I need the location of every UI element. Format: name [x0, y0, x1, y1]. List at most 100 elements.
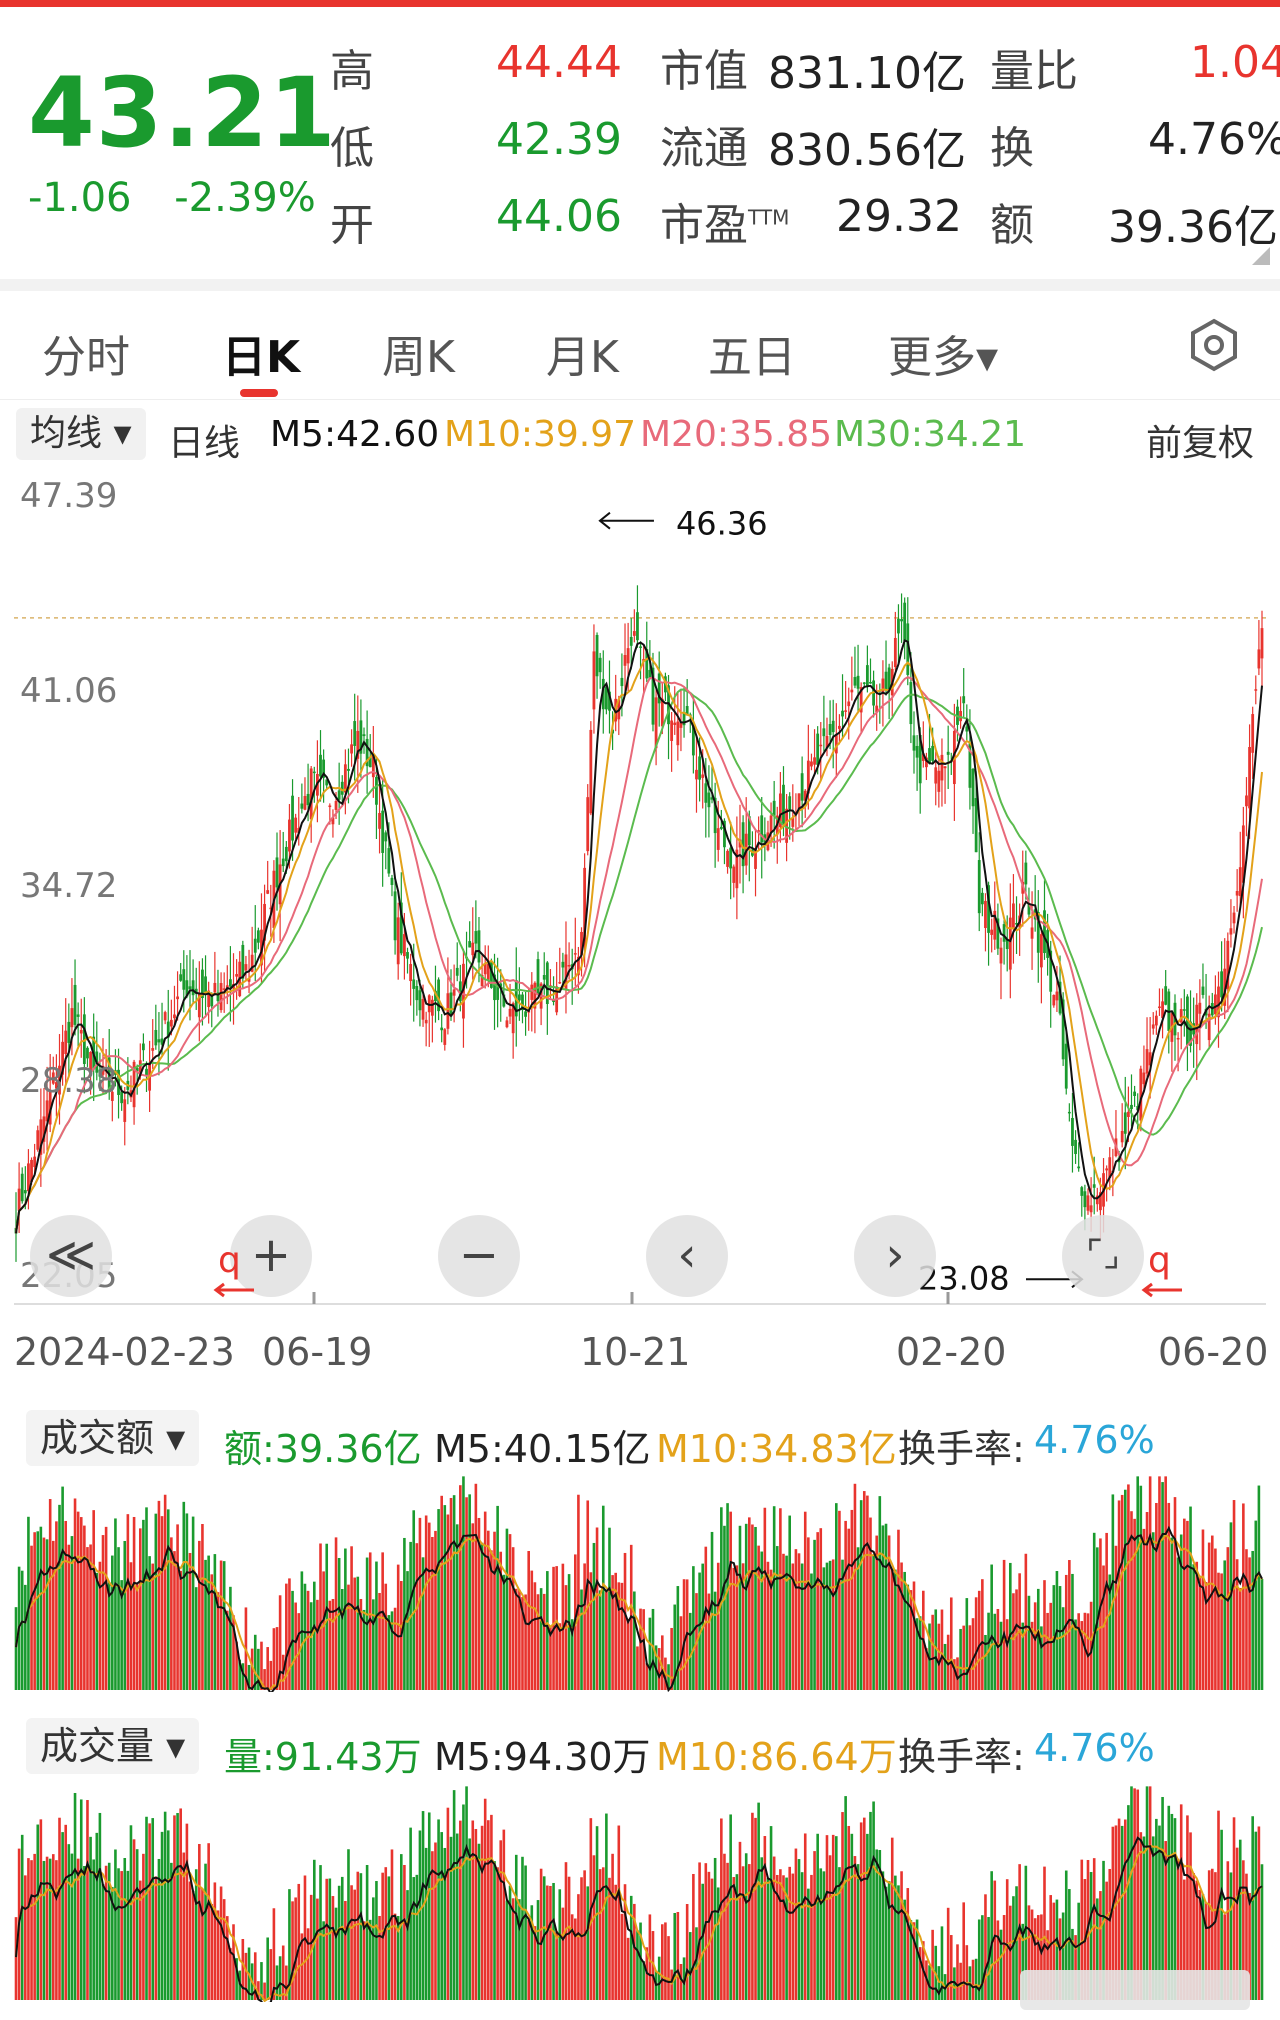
- turnover-value: 4.76%: [1148, 114, 1280, 165]
- volume-bar: [1009, 1905, 1012, 2000]
- candle-body: [188, 986, 192, 990]
- fullscreen-button[interactable]: ⌜⌟: [1062, 1215, 1144, 1297]
- candle-body: [145, 1068, 148, 1076]
- candle-body: [564, 954, 568, 991]
- tab-weekly-k[interactable]: 周K: [382, 332, 455, 383]
- amount-bar: [533, 1582, 537, 1690]
- amount-indicator-dropdown[interactable]: 成交额 ▾: [26, 1410, 200, 1466]
- candle-body: [999, 947, 1003, 964]
- volume-bar: [803, 1833, 807, 2000]
- volume-bar: [772, 1856, 776, 2000]
- tab-more[interactable]: 更多▾: [888, 332, 999, 383]
- candle-body: [533, 982, 537, 1009]
- settings-icon[interactable]: [1186, 317, 1242, 373]
- volume-bar: [123, 1858, 127, 2000]
- amount-bar: [24, 1584, 27, 1690]
- amount-bar: [434, 1530, 437, 1690]
- tab-intraday[interactable]: 分时: [42, 332, 130, 383]
- candle-body: [648, 669, 652, 680]
- next-button[interactable]: ›: [854, 1215, 936, 1297]
- volume-bar: [794, 1848, 798, 2000]
- tab-monthly-k[interactable]: 月K: [546, 332, 619, 383]
- candle-body: [303, 795, 307, 810]
- candle-body: [813, 757, 816, 765]
- amount-bar: [713, 1591, 717, 1690]
- volume-bar: [1176, 1858, 1180, 2000]
- candle-body: [1039, 934, 1043, 968]
- ma-selector-dropdown[interactable]: 均线 ▾: [16, 408, 146, 460]
- candle-body: [390, 877, 394, 885]
- amount-bar: [807, 1537, 810, 1690]
- zoom-out-button[interactable]: −: [438, 1215, 520, 1297]
- candle-body: [834, 734, 838, 754]
- volume-bar: [14, 1917, 18, 2000]
- amount-bar: [1120, 1494, 1124, 1690]
- zoom-in-button[interactable]: +: [230, 1215, 312, 1297]
- q-left-marker: q: [218, 1240, 241, 1281]
- candle-body: [915, 745, 919, 758]
- volume-bar: [1183, 1879, 1186, 2000]
- tab-five-day[interactable]: 五日: [708, 332, 796, 383]
- candle-body: [263, 903, 266, 941]
- volume-bar: [514, 1854, 518, 2000]
- price-adjust-toggle[interactable]: 前复权: [1146, 423, 1255, 464]
- volume-bar: [427, 1812, 431, 2000]
- candle-body: [1207, 1013, 1211, 1041]
- amount-bar: [760, 1551, 764, 1690]
- candle-body: [291, 795, 294, 841]
- candle-body: [583, 867, 587, 945]
- volume-bar: [1049, 1895, 1053, 2000]
- volume-bar: [866, 1833, 869, 2000]
- candle-body: [48, 1090, 52, 1125]
- volume-bar: [396, 1916, 400, 2000]
- volume-bar: [1251, 1816, 1254, 2000]
- rewind-button[interactable]: ≪: [30, 1215, 112, 1297]
- volume-bar: [667, 1936, 670, 2000]
- amount-bar: [598, 1590, 602, 1690]
- volume-bar: [67, 1844, 71, 2000]
- volume-bar: [813, 1851, 816, 2000]
- amount-bar: [151, 1563, 155, 1690]
- candle-body: [256, 930, 260, 943]
- ma20-line: [15, 676, 1263, 1234]
- ma20-value: M20:35.85: [640, 414, 833, 455]
- volume-bar: [598, 1869, 602, 2000]
- candle-body: [1002, 924, 1006, 942]
- candle-body: [322, 759, 326, 778]
- volume-bar: [263, 1982, 266, 2000]
- volume-bar: [486, 1820, 490, 2000]
- change-amount: -1.06: [28, 175, 132, 221]
- amount-bar: [328, 1600, 332, 1690]
- amount-bar: [1015, 1589, 1018, 1690]
- tab-daily-k[interactable]: 日K: [222, 332, 301, 383]
- volume-indicator-dropdown[interactable]: 成交量 ▾: [26, 1718, 200, 1774]
- volume-bar: [623, 1884, 627, 2000]
- candle-body: [356, 730, 360, 759]
- volume-bar: [1027, 1905, 1031, 2000]
- candle-body: [511, 1003, 515, 1034]
- candle-body: [39, 1119, 43, 1155]
- volume-bar: [157, 1858, 161, 2000]
- prev-button[interactable]: ‹: [646, 1215, 728, 1297]
- candle-body: [909, 682, 913, 725]
- m5-line: [15, 1836, 1263, 2002]
- amount-bar: [1077, 1613, 1080, 1690]
- candle-body: [244, 964, 248, 971]
- candle-body: [893, 637, 897, 668]
- candle-body: [856, 675, 860, 689]
- candle-body: [788, 796, 792, 810]
- amount-bar: [564, 1585, 568, 1690]
- candle-body: [1248, 747, 1251, 809]
- volume-bar: [1114, 1825, 1118, 2000]
- expand-corner-icon[interactable]: [1252, 247, 1270, 265]
- candle-body: [399, 902, 403, 954]
- candle-body: [1049, 950, 1053, 992]
- volume-bar: [36, 1824, 40, 2000]
- candle-body: [328, 805, 332, 808]
- volume-bar: [285, 1965, 288, 2000]
- volume-bar: [1232, 1817, 1236, 2000]
- candle-body: [1080, 1187, 1084, 1196]
- volume-bar: [194, 1869, 198, 2000]
- amount-bar: [138, 1528, 142, 1690]
